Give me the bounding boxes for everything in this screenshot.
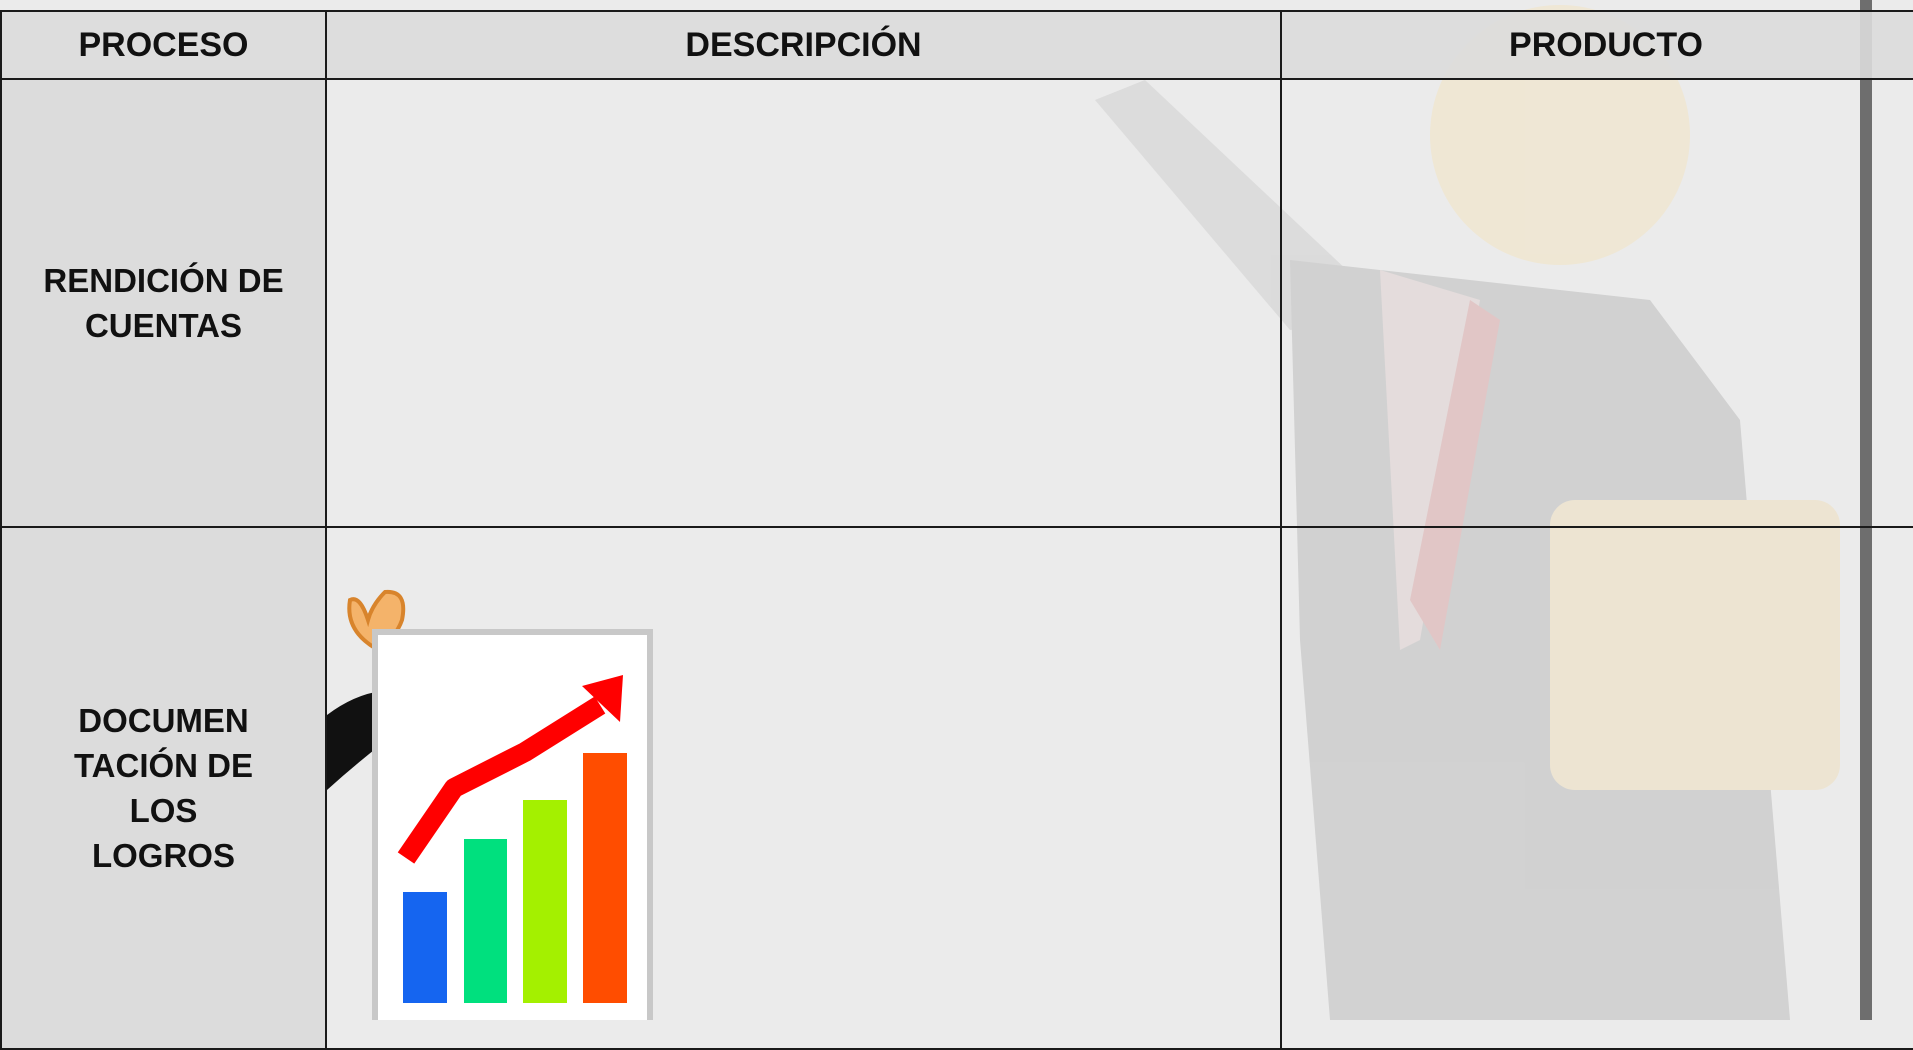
page: PROCESO DESCRIPCIÓN PRODUCTO RENDICIÓN D… bbox=[0, 0, 1913, 1020]
header-cell: PROCESO bbox=[1, 11, 326, 79]
product-cell bbox=[1281, 527, 1913, 1049]
header-cell: DESCRIPCIÓN bbox=[326, 11, 1281, 79]
process-table: PROCESO DESCRIPCIÓN PRODUCTO RENDICIÓN D… bbox=[0, 10, 1913, 1050]
process-label: DOCUMEN TACIÓN DE LOS LOGROS bbox=[64, 698, 264, 878]
table-row: RENDICIÓN DE CUENTAS bbox=[1, 79, 1913, 527]
description-cell bbox=[326, 527, 1281, 1049]
process-label: RENDICIÓN DE CUENTAS bbox=[19, 258, 309, 348]
header-cell: PRODUCTO bbox=[1281, 11, 1913, 79]
header-row: PROCESO DESCRIPCIÓN PRODUCTO bbox=[1, 11, 1913, 79]
description-cell bbox=[326, 79, 1281, 527]
process-cell: RENDICIÓN DE CUENTAS bbox=[1, 79, 326, 527]
table-row: DOCUMEN TACIÓN DE LOS LOGROS bbox=[1, 527, 1913, 1049]
process-cell: DOCUMEN TACIÓN DE LOS LOGROS bbox=[1, 527, 326, 1049]
product-cell bbox=[1281, 79, 1913, 527]
